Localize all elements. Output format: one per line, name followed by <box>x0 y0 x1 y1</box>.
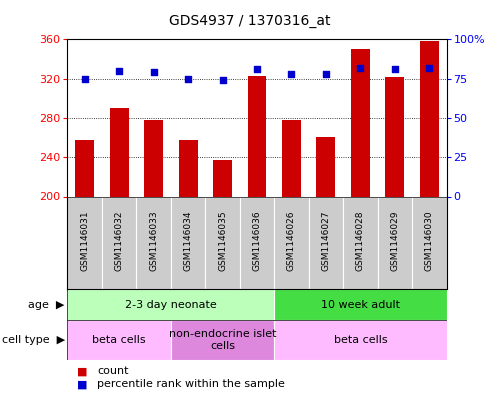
Text: GSM1146035: GSM1146035 <box>218 211 227 271</box>
Text: GSM1146029: GSM1146029 <box>390 211 399 271</box>
Text: GSM1146027: GSM1146027 <box>321 211 330 271</box>
Point <box>322 71 330 77</box>
Text: beta cells: beta cells <box>92 335 146 345</box>
Bar <box>316 136 335 196</box>
Point <box>287 71 295 77</box>
Bar <box>309 196 343 289</box>
Bar <box>385 77 404 196</box>
Bar <box>351 49 370 196</box>
Bar <box>282 120 301 196</box>
Bar <box>420 41 439 196</box>
Point <box>184 75 192 82</box>
Bar <box>205 196 240 289</box>
Bar <box>171 320 274 360</box>
Bar <box>67 196 102 289</box>
Text: GSM1146032: GSM1146032 <box>115 211 124 271</box>
Bar <box>240 196 274 289</box>
Point <box>253 66 261 72</box>
Point <box>150 69 158 75</box>
Text: 10 week adult: 10 week adult <box>321 299 400 310</box>
Point <box>356 64 364 71</box>
Bar <box>248 75 266 196</box>
Bar <box>144 120 163 196</box>
Point <box>115 68 123 74</box>
Bar <box>274 289 447 320</box>
Bar <box>179 140 198 196</box>
Text: percentile rank within the sample: percentile rank within the sample <box>97 379 285 389</box>
Bar <box>67 289 274 320</box>
Text: cell type  ▶: cell type ▶ <box>1 335 65 345</box>
Text: GSM1146036: GSM1146036 <box>252 211 261 271</box>
Point <box>391 66 399 72</box>
Bar <box>171 196 205 289</box>
Bar <box>274 320 447 360</box>
Bar <box>343 196 378 289</box>
Text: GSM1146034: GSM1146034 <box>184 211 193 271</box>
Text: GSM1146028: GSM1146028 <box>356 211 365 271</box>
Bar <box>102 196 136 289</box>
Point <box>81 75 89 82</box>
Bar <box>136 196 171 289</box>
Bar <box>75 140 94 196</box>
Text: GSM1146031: GSM1146031 <box>80 211 89 271</box>
Bar <box>213 160 232 196</box>
Bar <box>378 196 412 289</box>
Text: GSM1146030: GSM1146030 <box>425 211 434 271</box>
Bar <box>67 320 171 360</box>
Text: GDS4937 / 1370316_at: GDS4937 / 1370316_at <box>169 14 330 28</box>
Text: GSM1146033: GSM1146033 <box>149 211 158 271</box>
Bar <box>412 196 447 289</box>
Text: 2-3 day neonate: 2-3 day neonate <box>125 299 217 310</box>
Text: ■: ■ <box>77 366 88 376</box>
Point <box>425 64 433 71</box>
Text: count: count <box>97 366 129 376</box>
Point <box>219 77 227 83</box>
Text: beta cells: beta cells <box>334 335 387 345</box>
Text: ■: ■ <box>77 379 88 389</box>
Bar <box>274 196 309 289</box>
Text: GSM1146026: GSM1146026 <box>287 211 296 271</box>
Text: age  ▶: age ▶ <box>28 299 65 310</box>
Text: non-endocrine islet
cells: non-endocrine islet cells <box>169 329 276 351</box>
Bar <box>110 108 129 196</box>
